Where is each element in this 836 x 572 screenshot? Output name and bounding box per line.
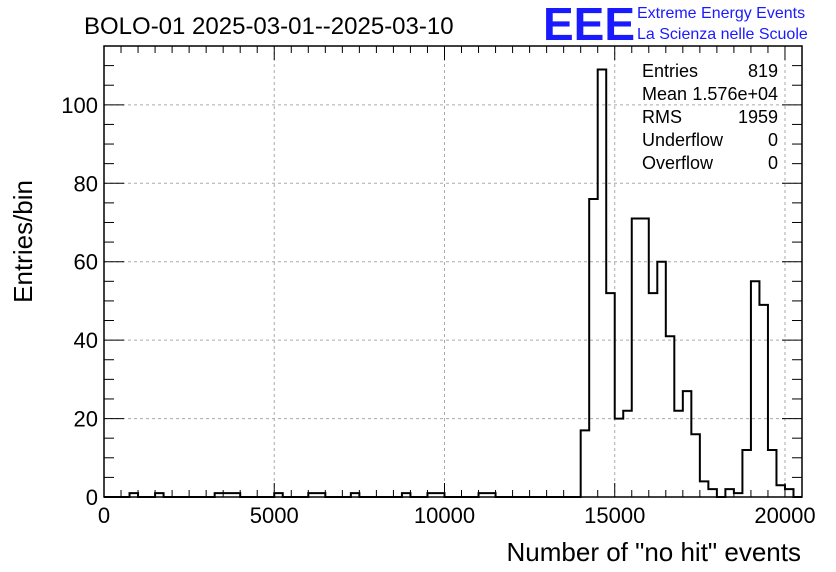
stat-underflow-label: Underflow [642, 130, 724, 150]
y-tick-label: 0 [86, 485, 98, 510]
histogram-bin [691, 434, 700, 497]
histogram-bin [768, 450, 777, 497]
stat-rms-value: 1959 [738, 107, 778, 127]
histogram-bin [742, 450, 751, 497]
histogram-bin [632, 219, 641, 497]
histogram-bin [649, 293, 658, 497]
stat-rms-label: RMS [642, 107, 682, 127]
x-tick-label: 20000 [754, 503, 815, 528]
y-tick-label: 60 [74, 250, 98, 275]
logo-mark: EEE [543, 0, 635, 50]
histogram-bin [725, 489, 734, 497]
y-tick-label: 20 [74, 407, 98, 432]
histogram-bin [606, 293, 615, 497]
chart-title: BOLO-01 2025-03-01--2025-03-10 [84, 13, 454, 40]
histogram-bin [598, 70, 607, 497]
eee-logo: EEE Extreme Energy Events La Scienza nel… [543, 0, 808, 50]
histogram-bin [785, 489, 794, 497]
stat-entries-value: 819 [748, 61, 778, 81]
x-tick-label: 10000 [414, 503, 475, 528]
plot-frame [103, 45, 803, 498]
y-axis-label: Entries/bin [8, 180, 38, 303]
histogram-bin [640, 219, 649, 497]
x-tick-label: 15000 [584, 503, 645, 528]
stat-overflow-value: 0 [768, 153, 778, 173]
histogram-bin [581, 430, 590, 497]
stat-mean-value: 1.576e+04 [692, 84, 778, 104]
stat-entries-label: Entries [642, 61, 698, 81]
x-axis-label: Number of "no hit" events [507, 537, 802, 567]
histogram-bin [700, 481, 709, 497]
histogram-bin [589, 199, 598, 497]
histogram-bin [751, 281, 760, 497]
logo-line-1: Extreme Energy Events [637, 5, 805, 22]
histogram-bin [674, 411, 683, 497]
x-tick-label: 5000 [250, 503, 299, 528]
x-tick-label: 0 [98, 503, 110, 528]
stat-overflow-label: Overflow [642, 153, 714, 173]
y-tick-label: 80 [74, 171, 98, 196]
logo-line-2: La Scienza nelle Scuole [637, 26, 808, 43]
histogram-bin [666, 336, 675, 497]
y-axis: 0 20 40 60 80 100 [61, 65, 802, 510]
histogram-outline [104, 68, 802, 498]
stat-mean-label: Mean [642, 84, 687, 104]
stat-underflow-value: 0 [768, 130, 778, 150]
histogram-bin [657, 262, 666, 497]
histogram-bin [623, 411, 632, 497]
histogram-bin [776, 485, 785, 497]
x-axis: 0 5000 10000 15000 20000 [98, 46, 816, 528]
histogram-bin [615, 419, 624, 497]
histogram-bin [683, 391, 692, 497]
y-tick-label: 40 [74, 328, 98, 353]
histogram-bin [759, 305, 768, 497]
grid-lines [104, 46, 802, 497]
stats-box: Entries 819 Mean 1.576e+04 RMS 1959 Unde… [642, 61, 778, 173]
y-tick-label: 100 [61, 93, 98, 118]
histogram-bin [708, 489, 717, 497]
